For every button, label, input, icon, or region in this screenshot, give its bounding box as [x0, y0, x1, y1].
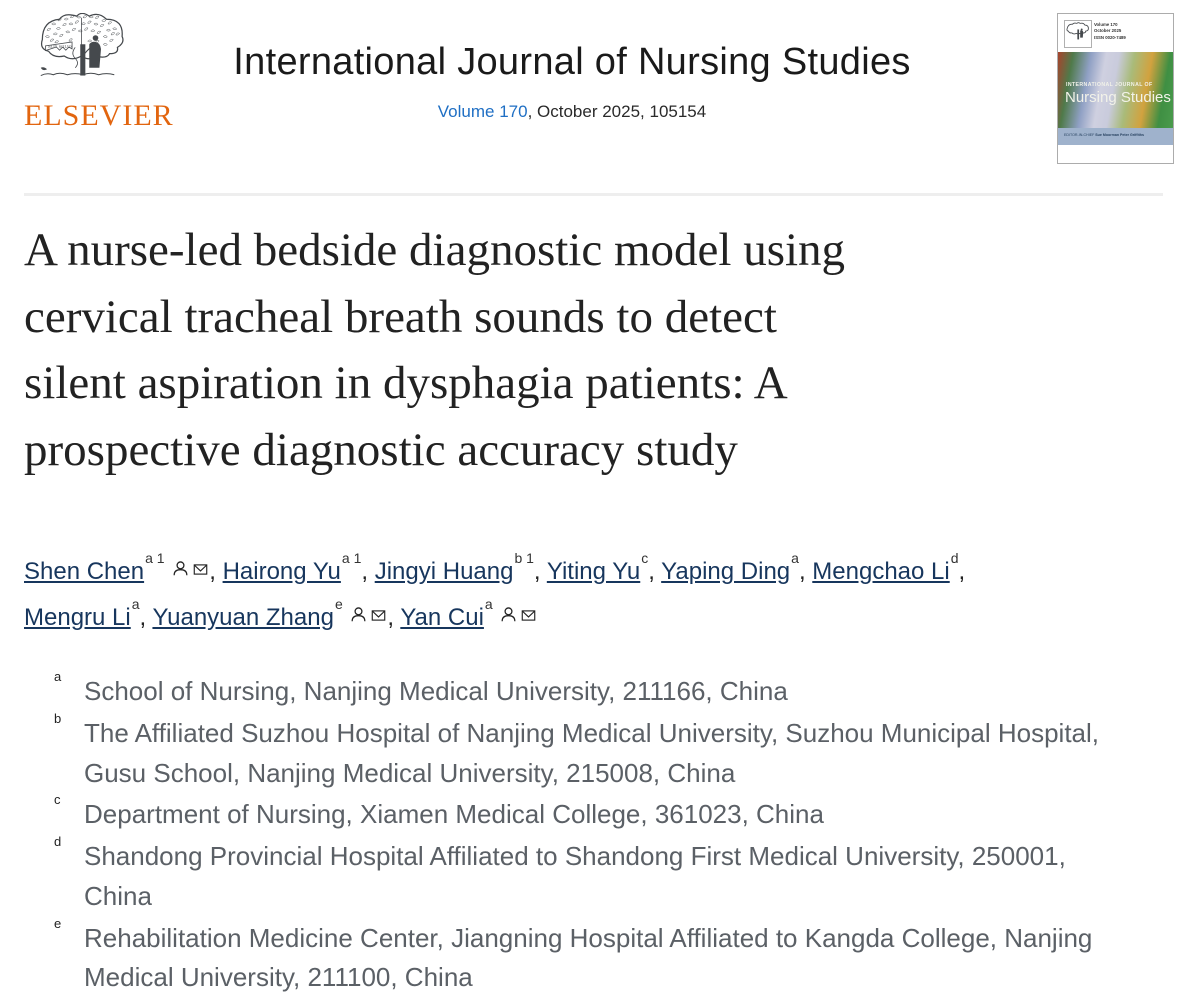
svg-text:NUN SOLUS: NUN SOLUS [48, 44, 74, 49]
